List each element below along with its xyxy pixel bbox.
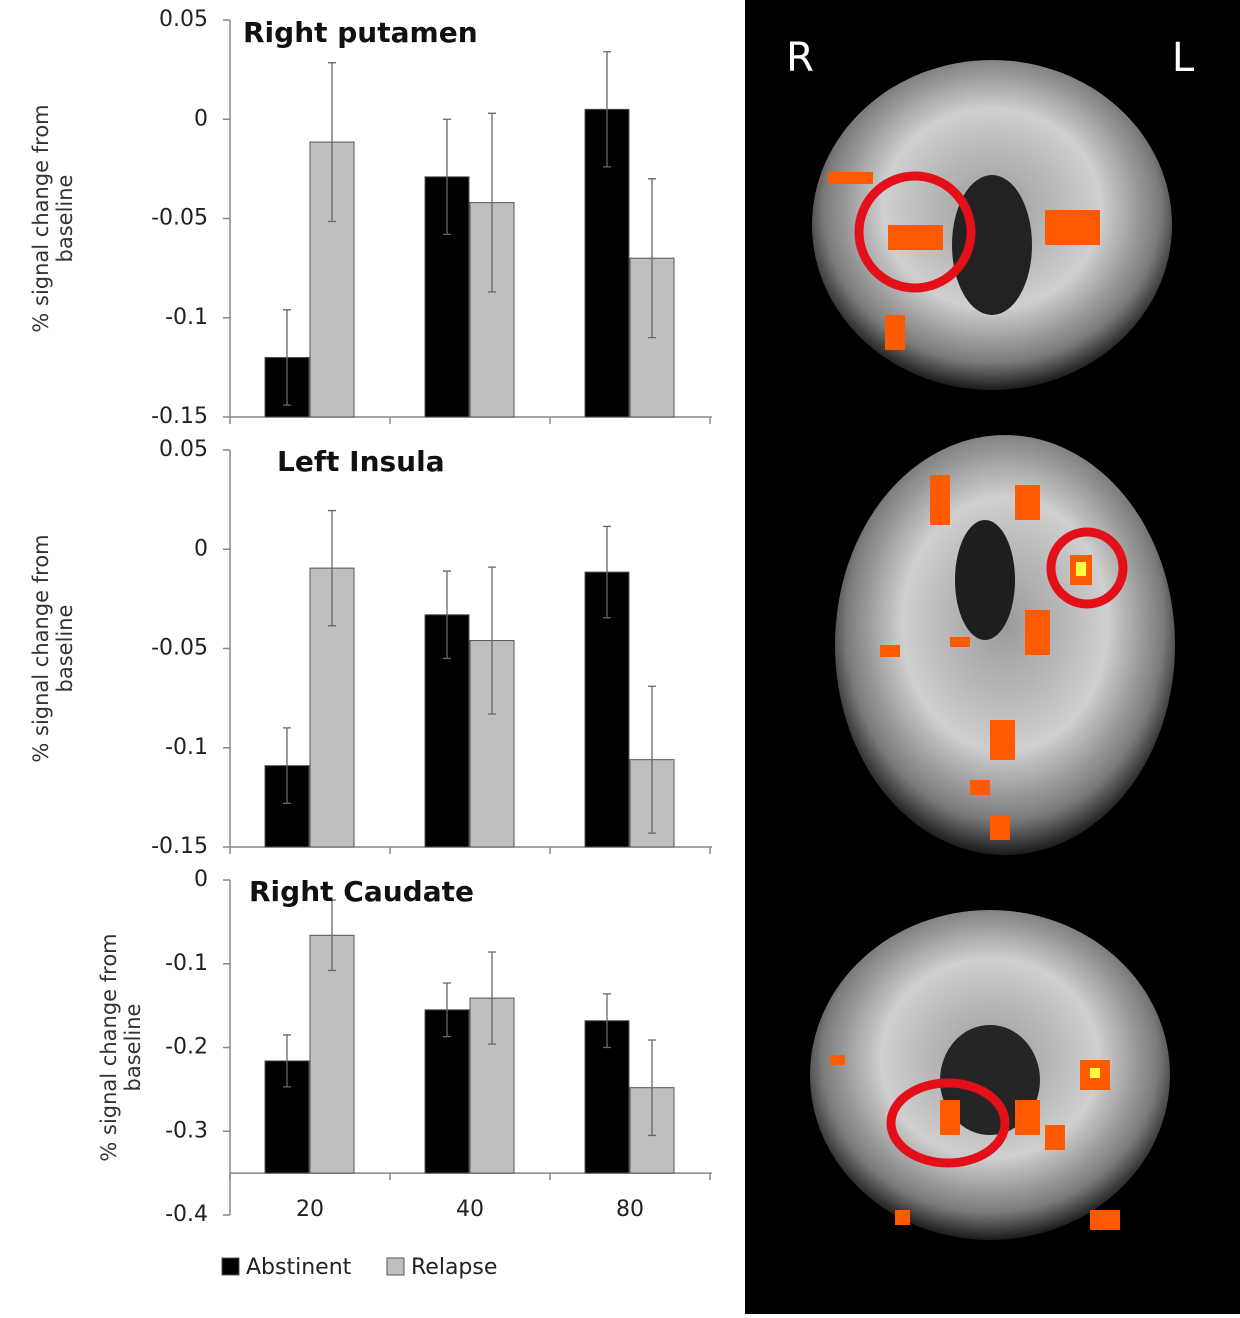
- y-tick-label: -0.05: [151, 636, 208, 661]
- brain-panel: R L: [745, 0, 1240, 1314]
- legend-label: Abstinent: [246, 1255, 352, 1280]
- y-tick-label: 0: [194, 867, 208, 892]
- y-axis-label: baseline: [53, 605, 77, 693]
- y-tick-label: 0: [194, 536, 208, 561]
- legend-swatch: [222, 1258, 239, 1275]
- x-tick-label: 40: [456, 1197, 484, 1222]
- y-tick-label: -0.4: [165, 1202, 208, 1227]
- x-tick-label: 80: [616, 1197, 644, 1222]
- y-tick-label: -0.15: [151, 834, 208, 859]
- chart-title: Right putamen: [243, 16, 478, 49]
- brain-label: L: [1172, 35, 1195, 81]
- y-tick-label: -0.1: [165, 735, 208, 760]
- y-axis-label: % signal change from: [29, 104, 53, 332]
- chart-title: Left Insula: [277, 445, 445, 478]
- y-axis-label: baseline: [53, 175, 77, 263]
- y-axis-label: % signal change from: [97, 933, 121, 1161]
- y-tick-label: -0.2: [165, 1035, 208, 1060]
- y-tick-label: -0.05: [151, 206, 208, 231]
- y-tick-label: -0.1: [165, 305, 208, 330]
- chart-title: Right Caudate: [249, 875, 474, 908]
- y-tick-label: -0.1: [165, 951, 208, 976]
- y-tick-label: -0.15: [151, 404, 208, 429]
- legend-swatch: [387, 1258, 404, 1275]
- y-axis-label: baseline: [121, 1004, 145, 1092]
- y-tick-label: -0.3: [165, 1118, 208, 1143]
- legend-label: Relapse: [411, 1255, 497, 1280]
- y-axis-label: % signal change from: [29, 534, 53, 762]
- brain-label: R: [786, 35, 814, 81]
- y-tick-label: 0.05: [159, 437, 208, 462]
- y-tick-label: 0.05: [159, 7, 208, 32]
- figure: R L -0.15 -0.1 -0.05 0 0.05 Right putamen % si…: [0, 0, 1240, 1314]
- y-tick-label: 0: [194, 106, 208, 131]
- x-tick-label: 20: [296, 1197, 324, 1222]
